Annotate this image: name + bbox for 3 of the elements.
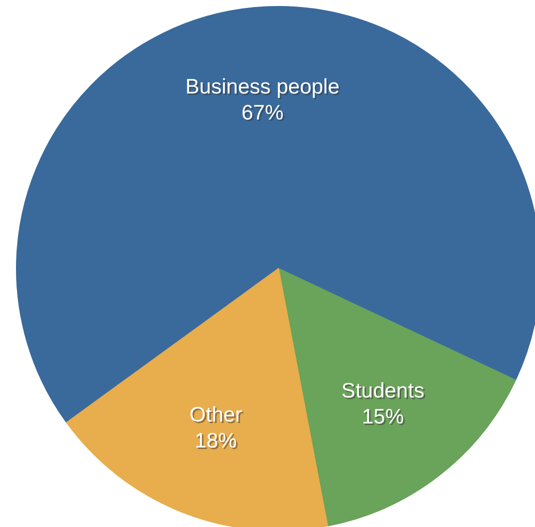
data-label: 15%: [363, 407, 406, 430]
data-label: 18%: [196, 430, 238, 454]
data-label: 67%: [242, 102, 285, 126]
